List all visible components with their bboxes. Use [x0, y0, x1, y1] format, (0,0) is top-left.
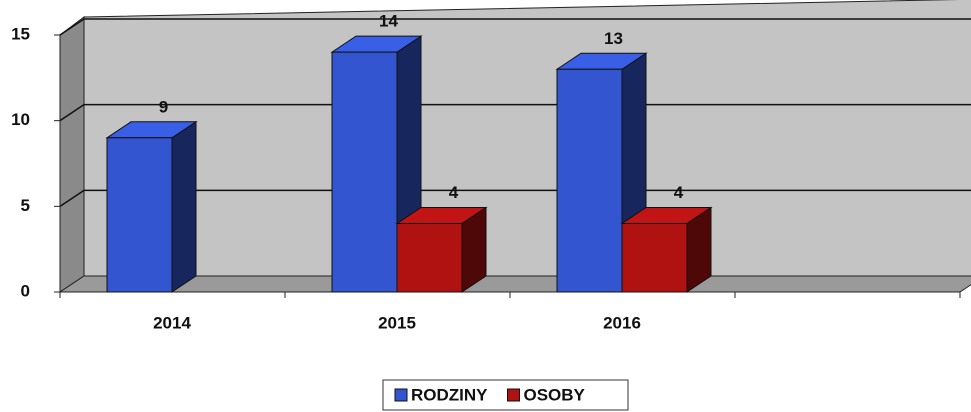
grid-line [59, 18, 971, 36]
x-tick-label: 2014 [153, 313, 191, 332]
grid-line [59, 189, 971, 207]
legend-label: OSOBY [524, 385, 586, 404]
bar-front [621, 222, 688, 293]
data-label: 4 [674, 183, 684, 202]
legend: RODZINY OSOBY [382, 379, 629, 411]
y-tick-label: 0 [21, 281, 30, 300]
back-wall [83, 0, 971, 277]
bar-side [171, 120, 197, 293]
bar-front [106, 137, 173, 293]
bar [555, 52, 648, 293]
data-label: 4 [449, 183, 459, 202]
data-label: 13 [604, 29, 623, 48]
bar-front [556, 68, 623, 293]
y-tick-label: 15 [11, 24, 30, 43]
y-tick-label: 10 [11, 110, 30, 129]
bar [620, 206, 713, 293]
legend-label: RODZINY [411, 385, 488, 404]
bar [105, 120, 198, 293]
bar-front [396, 222, 463, 293]
x-tick-label: 2016 [603, 313, 641, 332]
data-label: 9 [159, 97, 168, 116]
y-tick-label: 5 [21, 196, 30, 215]
x-tick-label: 2015 [378, 313, 416, 332]
floor [58, 275, 971, 293]
legend-swatch [394, 388, 408, 402]
bar [395, 206, 488, 293]
legend-swatch [507, 388, 520, 402]
grid-line [59, 103, 971, 122]
bar-front [331, 51, 398, 293]
legend-box [382, 379, 629, 411]
data-label: 14 [379, 12, 398, 31]
side-wall [59, 16, 85, 293]
